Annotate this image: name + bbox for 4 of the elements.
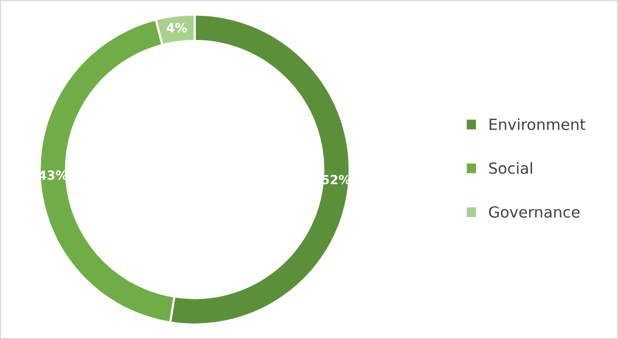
legend-label: Environment xyxy=(490,118,586,130)
legend-label: Governance xyxy=(489,206,580,218)
legend-label: Social xyxy=(489,162,532,174)
data-label: 4% xyxy=(166,23,187,32)
